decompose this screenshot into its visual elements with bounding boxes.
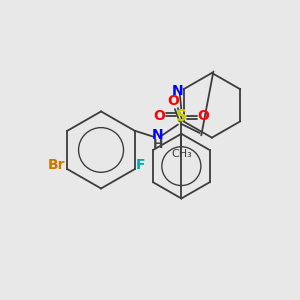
Text: S: S [176, 109, 187, 124]
Text: N: N [152, 128, 164, 142]
Text: Br: Br [48, 158, 65, 172]
Text: CH₃: CH₃ [171, 149, 192, 159]
Text: O: O [197, 109, 209, 123]
Text: H: H [153, 138, 163, 151]
Text: F: F [136, 158, 146, 172]
Text: O: O [167, 94, 179, 108]
Text: O: O [154, 109, 166, 123]
Text: N: N [172, 84, 183, 98]
